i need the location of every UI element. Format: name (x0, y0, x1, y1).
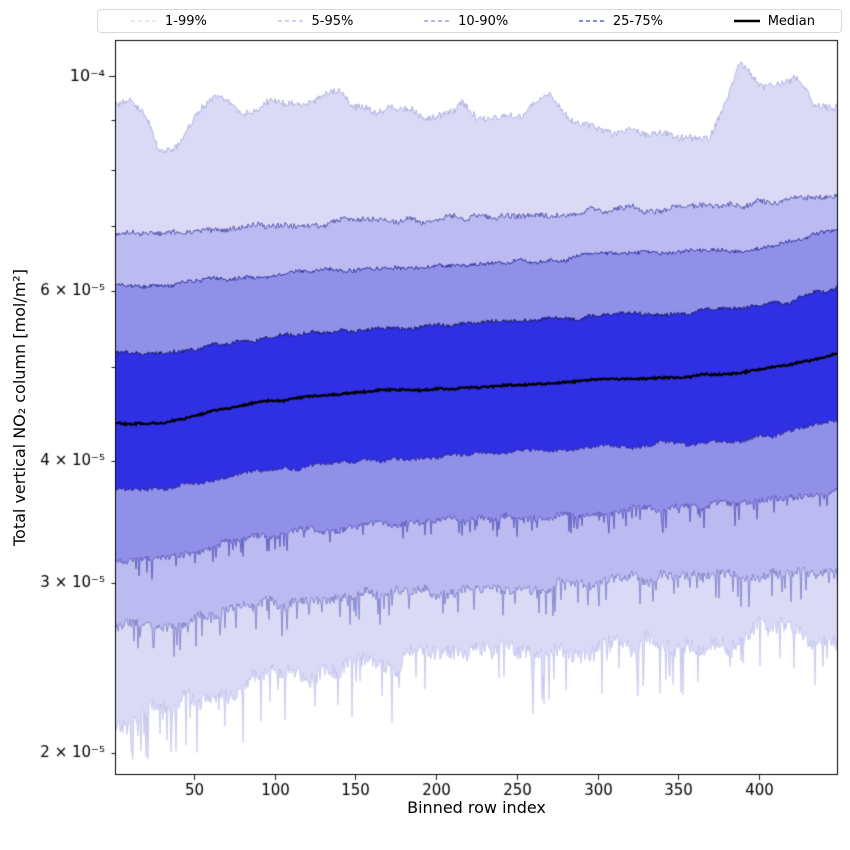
legend-line-icon (277, 20, 304, 22)
legend-item: Median (733, 14, 815, 29)
legend-line-icon (424, 20, 451, 22)
legend-item: 1-99% (130, 14, 207, 29)
legend-item-label: 5-95% (311, 13, 354, 29)
legend-line-icon (733, 19, 760, 23)
legend-item-label: 1-99% (165, 13, 207, 29)
legend-item-label: 10-90% (458, 13, 509, 29)
legend-item-label: 25-75% (612, 13, 664, 29)
x-axis-label: Binned row index (407, 798, 546, 817)
legend: 1-99% 5-95% 10-90% 25-75% Median (97, 9, 842, 33)
legend-line-icon (131, 20, 157, 22)
legend-item: 10-90% (423, 14, 508, 29)
legend-line-icon (578, 20, 605, 22)
legend-item-label: Median (767, 13, 815, 29)
legend-item: 25-75% (578, 14, 663, 29)
legend-item: 5-95% (277, 13, 354, 29)
y-axis-label: Total vertical NO₂ column [mol/m²] (10, 269, 29, 546)
